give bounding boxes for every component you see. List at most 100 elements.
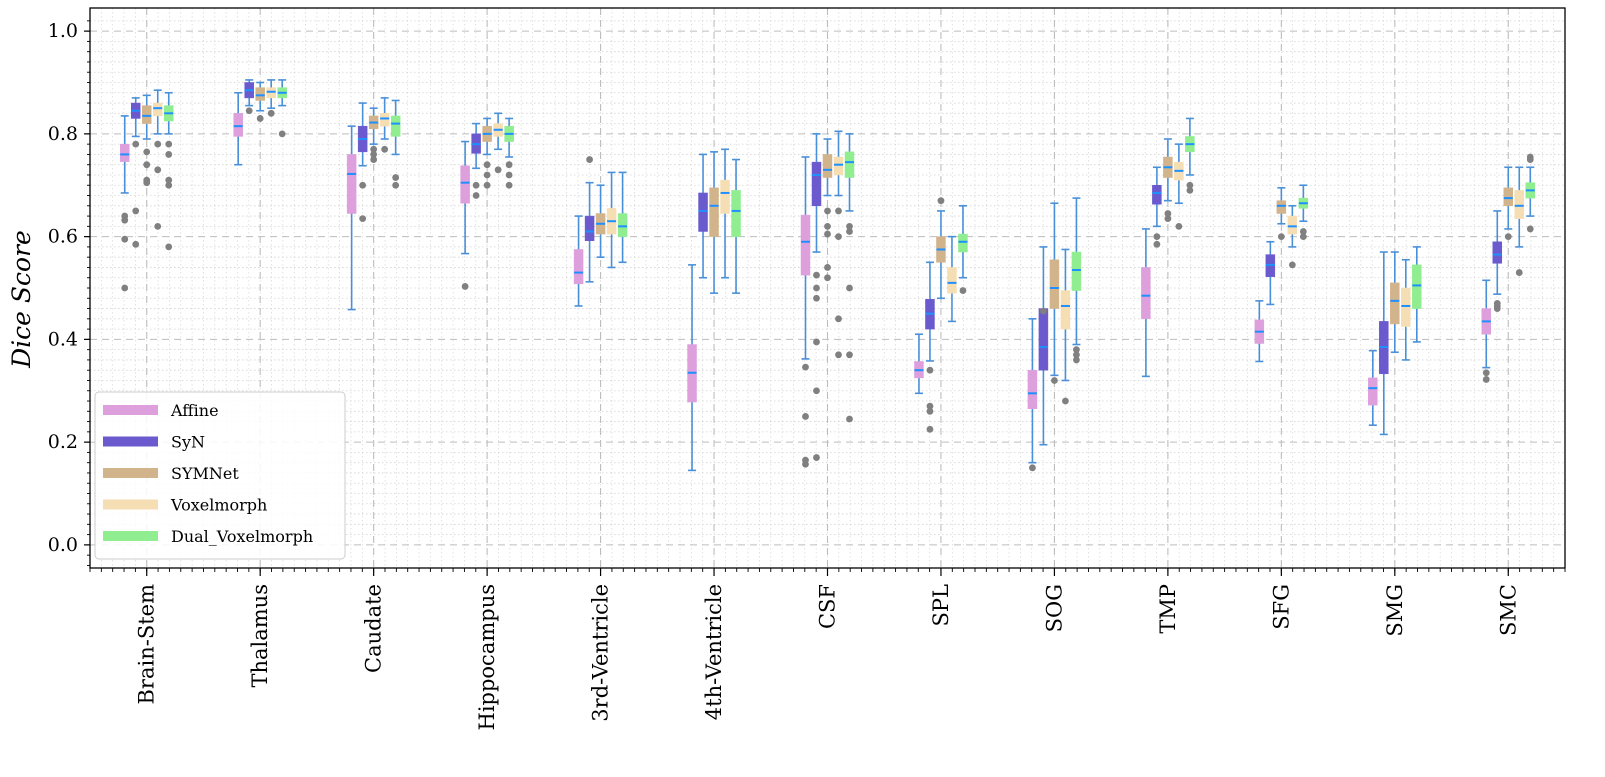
box-4th-ventricle xyxy=(687,264,697,472)
outlier-point xyxy=(846,284,853,292)
legend-label: SYMNet xyxy=(171,464,239,483)
series-dual-voxelmorph xyxy=(163,79,1536,423)
outlier-point xyxy=(132,207,140,215)
box-iqr xyxy=(1492,241,1503,264)
box-iqr xyxy=(1390,282,1400,325)
box-4th-ventricle xyxy=(731,158,741,294)
box-thalamus xyxy=(266,79,276,117)
box-sog xyxy=(1071,197,1082,364)
box-csf xyxy=(844,133,855,423)
outlier-point xyxy=(1186,181,1194,189)
y-axis-label: Dice Score xyxy=(7,230,36,369)
box-iqr xyxy=(1071,251,1082,291)
box-caudate xyxy=(379,97,390,153)
box-smc xyxy=(1514,166,1525,276)
outlier-point xyxy=(505,161,513,169)
box-iqr xyxy=(1027,369,1038,409)
outlier-point xyxy=(1164,210,1172,217)
outlier-point xyxy=(1040,307,1047,315)
outlier-point xyxy=(1073,346,1080,354)
outlier-point xyxy=(824,207,831,215)
outlier-point xyxy=(1299,228,1307,235)
outlier-point xyxy=(802,456,809,464)
outlier-point xyxy=(1288,261,1296,269)
box-sfg xyxy=(1298,184,1309,241)
outlier-point xyxy=(846,228,853,235)
box-4th-ventricle xyxy=(709,151,719,294)
outlier-point xyxy=(256,115,264,122)
legend-swatch xyxy=(103,531,158,541)
outlier-point xyxy=(359,181,367,189)
x-tick-label-smc: SMC xyxy=(1496,584,1520,636)
outlier-point xyxy=(121,284,129,292)
legend-label: Affine xyxy=(170,401,219,420)
series-affine xyxy=(119,91,1492,472)
x-tick-label-sog: SOG xyxy=(1042,584,1066,632)
outlier-point xyxy=(165,181,173,189)
outlier-point xyxy=(835,315,842,323)
x-tick-label-3rd-ventricle: 3rd-Ventricle xyxy=(589,584,613,722)
outlier-point xyxy=(165,176,173,184)
series-syn xyxy=(130,79,1503,461)
box-iqr xyxy=(1287,215,1298,235)
box-iqr xyxy=(346,154,357,214)
outlier-point xyxy=(824,274,831,282)
outlier-point xyxy=(1164,215,1172,223)
box-iqr xyxy=(822,154,833,178)
outlier-point xyxy=(1051,377,1058,384)
outlier-point xyxy=(154,140,162,148)
x-tick-label-hippocampus: Hippocampus xyxy=(475,584,499,731)
box-smc xyxy=(1503,166,1514,241)
legend-label: Dual_Voxelmorph xyxy=(171,527,313,546)
outlier-point xyxy=(824,222,831,230)
legend-swatch xyxy=(103,499,158,510)
box-iqr xyxy=(1152,184,1162,205)
box-iqr xyxy=(1049,259,1060,309)
outlier-point xyxy=(802,413,809,420)
outlier-point xyxy=(494,166,502,174)
box-iqr xyxy=(1514,190,1525,219)
outlier-point xyxy=(926,366,934,374)
outlier-point xyxy=(483,181,491,189)
box-4th-ventricle xyxy=(720,148,730,279)
outlier-point xyxy=(1526,153,1534,161)
legend-swatch xyxy=(103,468,158,478)
outlier-point xyxy=(121,235,129,243)
x-tick-label-smg: SMG xyxy=(1383,584,1407,637)
box-spl xyxy=(958,204,968,294)
outlier-point xyxy=(165,151,173,158)
outlier-point xyxy=(472,192,480,199)
outlier-point xyxy=(846,222,853,230)
outlier-point xyxy=(824,230,831,238)
box-iqr xyxy=(844,151,855,178)
box-iqr xyxy=(958,233,968,253)
box-sog xyxy=(1038,246,1049,446)
outlier-point xyxy=(461,283,469,290)
box-smg xyxy=(1368,349,1378,426)
box-brain-stem xyxy=(141,94,152,187)
box-iqr xyxy=(800,214,811,276)
box-brain-stem xyxy=(163,91,174,251)
y-tick-label: 0.8 xyxy=(48,123,78,145)
box-iqr xyxy=(1141,267,1151,320)
box-csf xyxy=(822,138,833,282)
y-tick-label: 0.6 xyxy=(48,226,78,248)
box-iqr xyxy=(584,215,595,241)
box-sfg xyxy=(1287,204,1298,269)
x-tick-label-caudate: Caudate xyxy=(362,584,386,673)
outlier-point xyxy=(802,363,809,371)
series-voxelmorph xyxy=(152,79,1525,405)
box-thalamus xyxy=(277,79,287,138)
series-symnet xyxy=(141,81,1514,384)
box-iqr xyxy=(1276,200,1287,214)
outlier-point xyxy=(121,212,129,220)
x-tick-label-csf: CSF xyxy=(816,584,840,629)
box-spl xyxy=(947,235,957,323)
box-smg xyxy=(1379,251,1389,436)
box-smc xyxy=(1481,279,1492,383)
box-spl xyxy=(925,261,935,433)
outlier-point xyxy=(835,207,842,215)
outlier-point xyxy=(813,284,820,292)
outlier-point xyxy=(505,181,513,189)
box-iqr xyxy=(811,161,822,207)
